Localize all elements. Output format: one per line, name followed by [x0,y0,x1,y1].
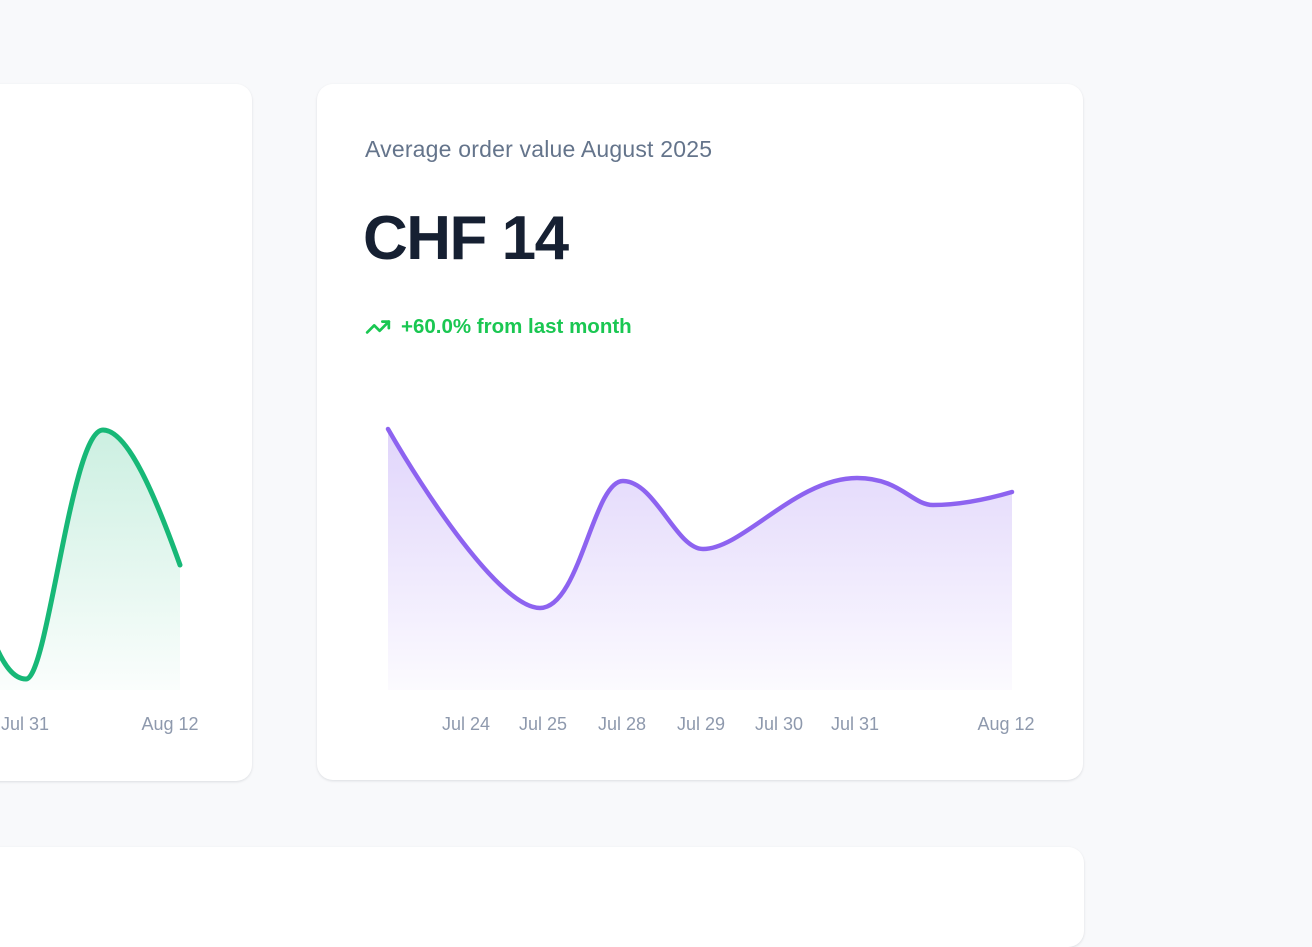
card-title: Average order value August 2025 [365,136,713,162]
green-line [0,427,183,682]
trend-indicator: +60.0% from last month [365,314,632,340]
trending-up-icon [365,320,391,334]
x-axis-label: Aug 12 [141,714,199,734]
metric-value: CHF 14 [363,204,569,273]
purple-area-fill [388,429,1012,690]
card-partial-left: Jul 31 Aug 12 [0,84,252,781]
purple-line [385,426,1015,611]
green-area-fill [0,430,180,690]
green-area-chart [0,427,183,690]
x-axis-label: Jul 29 [676,714,726,734]
x-axis-label: Jul 25 [518,714,568,734]
x-axis-label: Aug 12 [977,714,1035,734]
x-axis-label: Jul 28 [597,714,647,734]
x-axis-label: Jul 24 [441,714,491,734]
purple-area-chart [385,426,1015,690]
x-axis-label: Jul 31 [0,714,50,734]
card-partial-bottom [0,847,1084,947]
x-axis-label: Jul 30 [754,714,804,734]
average-order-value-card: Average order value August 2025 CHF 14 +… [317,84,1083,780]
trend-text: +60.0% from last month [401,315,632,338]
x-axis-label: Jul 31 [830,714,880,734]
